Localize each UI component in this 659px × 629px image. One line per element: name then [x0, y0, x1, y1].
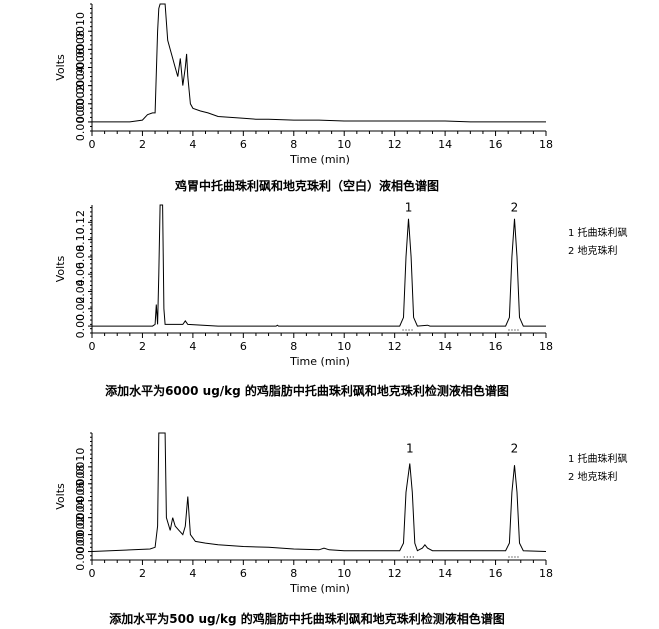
y-tick-label: 0.0000	[74, 103, 87, 142]
series-line	[92, 204, 546, 327]
x-tick-label: 12	[388, 340, 402, 353]
y-tick-label: 0.04	[74, 279, 87, 304]
y-tick-label: 0.0010	[74, 12, 87, 51]
x-tick-label: 16	[489, 340, 503, 353]
x-axis-title: Time (min)	[289, 355, 350, 368]
chart-2: 0 2 4 6 8 10 12 14 16 180.000.020.040.060.080.100…	[54, 200, 628, 398]
x-tick-label: 18	[539, 340, 553, 353]
x-tick-label: 6	[240, 567, 247, 580]
chart-caption: 添加水平为500 ug/kg 的鸡脂肪中托曲珠利砜和地克珠利检测液相色谱图	[109, 611, 505, 626]
x-tick-label: 0	[89, 340, 96, 353]
x-tick-label: 18	[539, 138, 553, 151]
y-tick-label: 0.0002	[74, 515, 87, 554]
y-tick-label: 0.0010	[74, 448, 87, 487]
y-axis-title: Volts	[54, 255, 67, 282]
chart-caption: 鸡胃中托曲珠利砜和地克珠利（空白）液相色谱图	[174, 178, 439, 193]
series-line	[91, 432, 547, 552]
y-tick-label: 0.0004	[74, 498, 87, 537]
y-tick-label: 0.0002	[74, 85, 87, 124]
legend-entry: 1 托曲珠利砜	[568, 226, 628, 239]
x-tick-label: 2	[139, 340, 146, 353]
x-tick-label: 14	[438, 138, 452, 151]
chart-3: 0 2 4 6 8 10 12 14 16 180.00000.00020.00040.00060…	[54, 432, 628, 626]
y-tick-label: 0.02	[74, 297, 87, 322]
x-tick-label: 10	[337, 138, 351, 151]
x-tick-label: 0	[89, 138, 96, 151]
y-axis-title: Volts	[54, 54, 67, 81]
x-tick-label: 4	[189, 138, 196, 151]
x-tick-label: 14	[438, 340, 452, 353]
x-tick-label: 12	[388, 567, 402, 580]
y-tick-label: 0.0008	[74, 30, 87, 69]
series-line	[92, 3, 546, 123]
y-tick-label: 0.0000	[74, 532, 87, 571]
x-tick-label: 10	[337, 340, 351, 353]
x-tick-label: 4	[189, 340, 196, 353]
peak-label: 1	[405, 200, 413, 214]
x-tick-label: 10	[337, 567, 351, 580]
peak-label: 1	[406, 442, 414, 456]
x-tick-label: 14	[438, 567, 452, 580]
y-tick-label: 0.06	[74, 262, 87, 287]
y-tick-label: 0.10	[74, 227, 87, 252]
x-tick-label: 8	[290, 567, 297, 580]
x-tick-label: 12	[388, 138, 402, 151]
x-tick-label: 0	[89, 567, 96, 580]
y-tick-label: 0.12	[74, 210, 87, 235]
chart-caption: 添加水平为6000 ug/kg 的鸡脂肪中托曲珠利砜和地克珠利检测液相色谱图	[105, 383, 509, 398]
x-tick-label: 16	[489, 567, 503, 580]
x-tick-label: 16	[489, 138, 503, 151]
peak-label: 2	[511, 200, 519, 214]
legend-entry: 1 托曲珠利砜	[568, 452, 628, 465]
y-tick-label: 0.0006	[74, 481, 87, 520]
x-tick-label: 18	[539, 567, 553, 580]
legend-entry: 2 地克珠利	[568, 470, 618, 483]
x-tick-label: 4	[189, 567, 196, 580]
x-tick-label: 6	[240, 138, 247, 151]
y-tick-label: 0.08	[74, 245, 87, 270]
chart-1: 0 2 4 6 8 10 12 14 16 18 0.00000.00020.00040.00060…	[54, 3, 553, 193]
y-tick-label: 0.00	[74, 314, 87, 339]
x-tick-label: 2	[139, 567, 146, 580]
x-tick-label: 8	[290, 138, 297, 151]
y-tick-label: 0.0006	[74, 48, 87, 87]
x-axis-title: Time (min)	[289, 582, 350, 595]
x-tick-label: 6	[240, 340, 247, 353]
y-axis-title: Volts	[54, 483, 67, 510]
x-tick-label: 8	[290, 340, 297, 353]
peak-label: 2	[511, 442, 519, 456]
legend-entry: 2 地克珠利	[568, 244, 618, 257]
x-tick-label: 2	[139, 138, 146, 151]
x-axis-title: Time (min)	[289, 153, 350, 166]
y-tick-label: 0.0008	[74, 465, 87, 504]
y-tick-label: 0.0004	[74, 66, 87, 105]
